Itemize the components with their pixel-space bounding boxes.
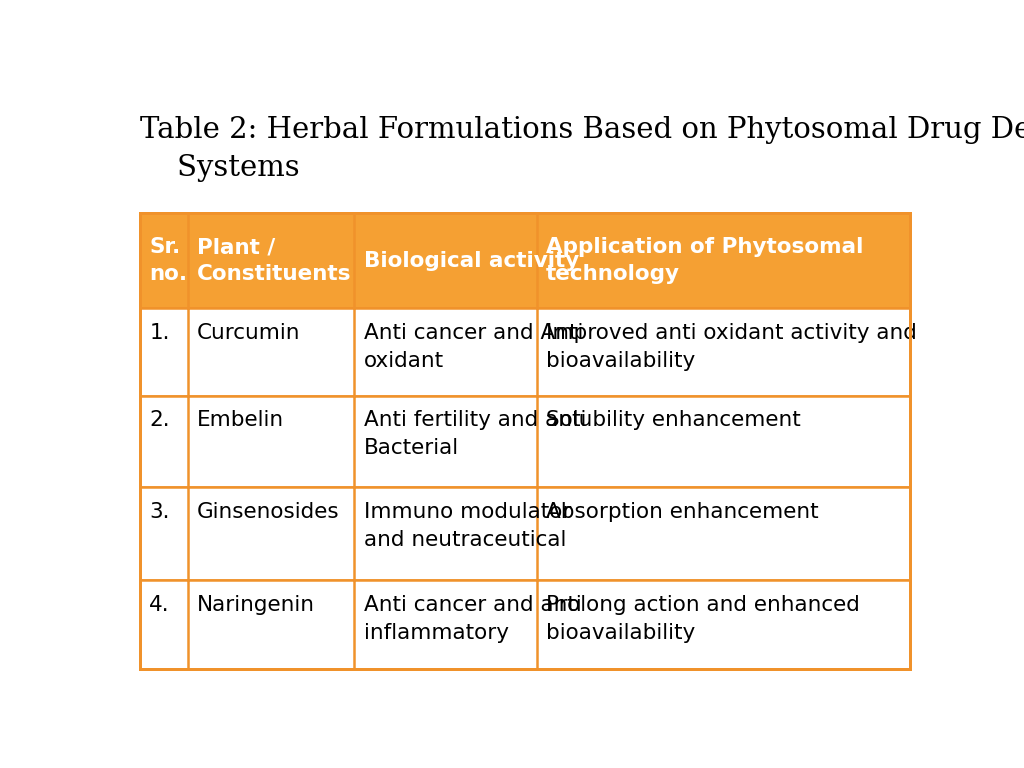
Text: Embelin: Embelin bbox=[197, 410, 285, 430]
Text: Application of Phytosomal
technology: Application of Phytosomal technology bbox=[546, 237, 863, 284]
Text: Ginsenosides: Ginsenosides bbox=[197, 502, 340, 522]
Text: Table 2: Herbal Formulations Based on Phytosomal Drug Delivery: Table 2: Herbal Formulations Based on Ph… bbox=[140, 116, 1024, 144]
Text: Absorption enhancement: Absorption enhancement bbox=[546, 502, 819, 522]
FancyBboxPatch shape bbox=[140, 214, 909, 308]
Text: Improved anti oxidant activity and
bioavailability: Improved anti oxidant activity and bioav… bbox=[546, 323, 918, 371]
Text: 3.: 3. bbox=[150, 502, 170, 522]
Text: Plant /
Constituents: Plant / Constituents bbox=[197, 237, 351, 284]
FancyBboxPatch shape bbox=[140, 580, 909, 669]
FancyBboxPatch shape bbox=[140, 487, 909, 580]
FancyBboxPatch shape bbox=[140, 396, 909, 487]
Text: Anti cancer and anti
inflammatory: Anti cancer and anti inflammatory bbox=[364, 595, 582, 643]
Text: Naringenin: Naringenin bbox=[197, 595, 315, 615]
Text: 2.: 2. bbox=[150, 410, 170, 430]
Text: Immuno modulator
and neutraceutical: Immuno modulator and neutraceutical bbox=[364, 502, 571, 550]
Text: Biological activity: Biological activity bbox=[364, 250, 579, 270]
Text: Sr.
no.: Sr. no. bbox=[150, 237, 187, 284]
Text: Anti cancer and Anti
oxidant: Anti cancer and Anti oxidant bbox=[364, 323, 583, 371]
Text: Solubility enhancement: Solubility enhancement bbox=[546, 410, 801, 430]
Text: Systems: Systems bbox=[140, 154, 300, 182]
Text: Curcumin: Curcumin bbox=[197, 323, 300, 343]
Text: Prolong action and enhanced
bioavailability: Prolong action and enhanced bioavailabil… bbox=[546, 595, 860, 643]
Text: Anti fertility and anti
Bacterial: Anti fertility and anti Bacterial bbox=[364, 410, 586, 458]
Text: 4.: 4. bbox=[150, 595, 170, 615]
FancyBboxPatch shape bbox=[140, 308, 909, 396]
Text: 1.: 1. bbox=[150, 323, 170, 343]
